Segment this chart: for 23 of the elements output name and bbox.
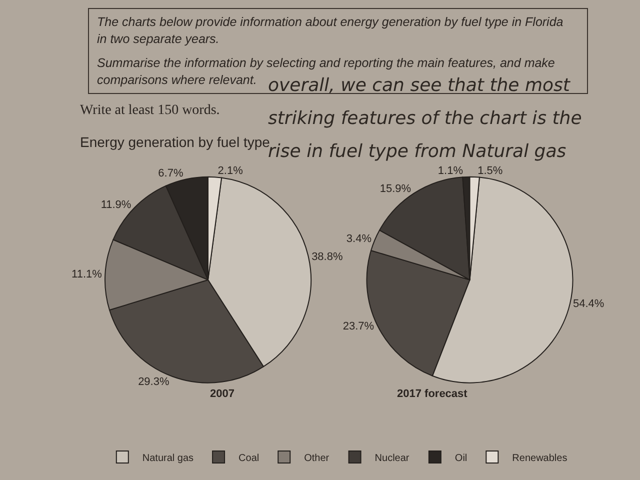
data-label: 38.8%: [312, 251, 343, 264]
legend-label: Natural gas: [142, 452, 194, 464]
data-label: 2.1%: [218, 165, 244, 178]
data-label: 11.9%: [100, 198, 132, 211]
slice-label: 2007: [210, 388, 234, 400]
data-label: 15.9%: [380, 182, 412, 195]
data-label: 23.7%: [342, 320, 374, 332]
legend-label: Renewables: [512, 452, 568, 464]
data-label: 1.5%: [478, 164, 503, 177]
data-label: 54.4%: [572, 298, 604, 310]
text: Write at least 150 words.: [80, 103, 220, 119]
data-label: 6.7%: [158, 167, 184, 180]
text: overall, we can see that the most striking features of the chart is the rise in fuel type from Natural gas: [268, 75, 582, 162]
legend-label: Nuclear: [374, 452, 410, 464]
legend-label: Coal: [238, 452, 260, 464]
legend-label: Oil: [454, 452, 468, 464]
data-label: 11.1%: [72, 268, 102, 280]
data-label: 3.4%: [346, 233, 372, 246]
data-label: 1.1%: [438, 164, 464, 177]
slice-label: 2017 forecast: [397, 388, 468, 400]
legend-label: Other: [304, 452, 330, 464]
chart-title: Energy generation by fuel type: [80, 134, 270, 150]
data-label: 29.3%: [138, 376, 170, 388]
